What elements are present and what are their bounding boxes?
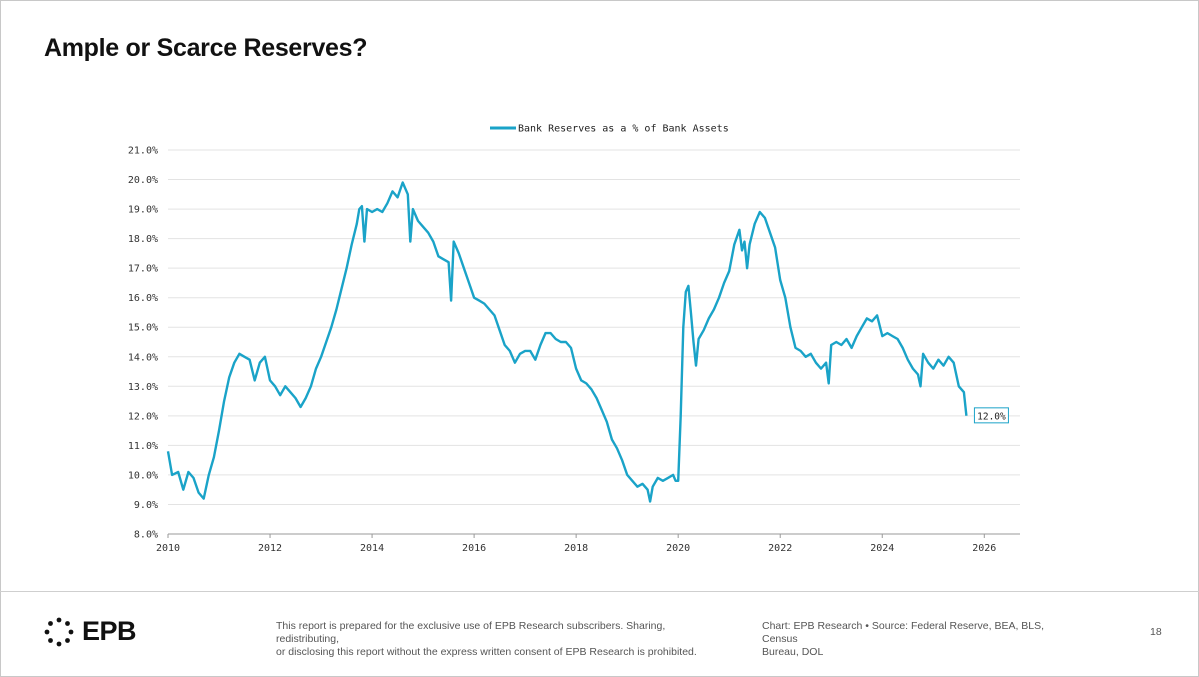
x-tick-label: 2018 [564, 543, 588, 554]
y-tick-label: 19.0% [128, 205, 158, 216]
y-tick-label: 16.0% [128, 293, 158, 304]
x-tick-label: 2026 [972, 543, 996, 554]
x-tick-label: 2024 [870, 543, 894, 554]
y-tick-label: 10.0% [128, 470, 158, 481]
disclaimer-line-1: This report is prepared for the exclusiv… [276, 620, 666, 645]
credit-line-1: Chart: EPB Research • Source: Federal Re… [762, 620, 1045, 645]
page-title: Ample or Scarce Reserves? [44, 34, 368, 62]
x-tick-label: 2022 [768, 543, 792, 554]
end-value-label: 12.0% [977, 411, 1006, 422]
epb-logo-icon [44, 617, 74, 646]
y-tick-label: 14.0% [128, 352, 158, 363]
y-tick-label: 11.0% [128, 441, 158, 452]
y-tick-label: 18.0% [128, 234, 158, 245]
footer-divider [0, 591, 1199, 592]
disclaimer: This report is prepared for the exclusiv… [276, 620, 726, 659]
x-tick-label: 2020 [666, 543, 690, 554]
x-tick-label: 2016 [462, 543, 486, 554]
legend-label: Bank Reserves as a % of Bank Assets [518, 124, 729, 135]
y-tick-label: 20.0% [128, 175, 158, 186]
x-tick-label: 2012 [258, 543, 282, 554]
source-credit: Chart: EPB Research • Source: Federal Re… [762, 620, 1082, 659]
y-tick-label: 12.0% [128, 411, 158, 422]
page-number: 18 [1150, 626, 1162, 638]
y-tick-label: 9.0% [134, 500, 158, 511]
disclaimer-line-2: or disclosing this report without the ex… [276, 646, 697, 658]
y-tick-label: 17.0% [128, 264, 158, 275]
chart: 8.0% 9.0% 10.0% 11.0% 12.0% 13.0% 14.0% 15.0% 16… [128, 124, 1020, 554]
x-tick-label: 2010 [156, 543, 180, 554]
end-value-box [973, 407, 1009, 424]
epb-logo: EPB [44, 616, 137, 647]
credit-line-2: Bureau, DOL [762, 646, 824, 658]
y-tick-label: 13.0% [128, 382, 158, 393]
logo-wordmark: EPB [82, 616, 137, 646]
series-line [166, 181, 968, 503]
y-tick-label: 21.0% [128, 146, 158, 157]
x-tick-label: 2014 [360, 543, 384, 554]
y-tick-label: 15.0% [128, 323, 158, 334]
y-tick-label: 8.0% [134, 530, 158, 541]
